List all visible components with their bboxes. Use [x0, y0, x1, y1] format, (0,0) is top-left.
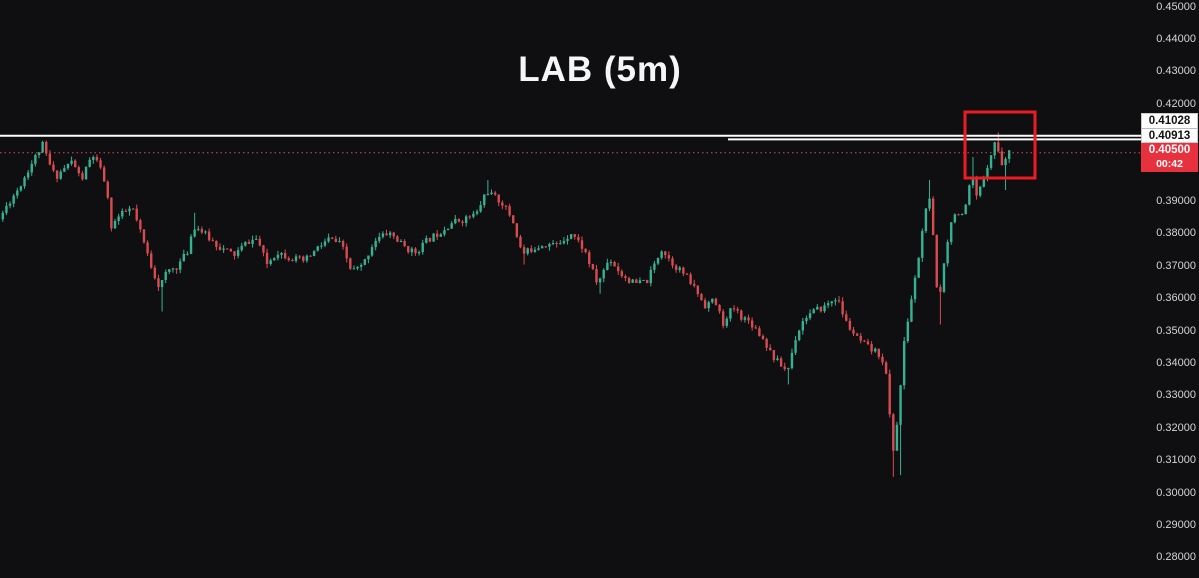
line-price-tags: 0.41028 0.40913 [1141, 113, 1198, 143]
price-axis-label: 0.33000 [1156, 389, 1196, 402]
red-rectangle-annotation[interactable] [963, 110, 1037, 180]
price-axis-label: 0.45000 [1156, 0, 1196, 13]
line-price-tag-upper: 0.41028 [1142, 114, 1197, 129]
price-axis-label: 0.37000 [1156, 259, 1196, 272]
price-axis-label: 0.32000 [1156, 421, 1196, 434]
last-price-value: 0.40500 [1148, 144, 1191, 156]
price-axis-label: 0.36000 [1156, 292, 1196, 305]
candle-countdown-timer: 00:42 [1156, 158, 1183, 170]
price-axis-label: 0.30000 [1156, 486, 1196, 499]
price-axis-label: 0.43000 [1156, 65, 1196, 78]
price-axis-label: 0.35000 [1156, 324, 1196, 337]
last-price-tag: 0.40500 00:42 [1141, 143, 1198, 172]
price-axis-label: 0.38000 [1156, 227, 1196, 240]
price-axis-label: 0.31000 [1156, 454, 1196, 467]
line-price-tag-lower: 0.40913 [1148, 130, 1191, 142]
price-axis-label: 0.42000 [1156, 97, 1196, 110]
price-axis-label: 0.44000 [1156, 32, 1196, 45]
price-axis-label: 0.28000 [1156, 551, 1196, 564]
price-axis-label: 0.29000 [1156, 518, 1196, 531]
price-axis-label: 0.34000 [1156, 356, 1196, 369]
symbol-title: LAB (5m) [518, 50, 682, 89]
price-axis-label: 0.39000 [1156, 194, 1196, 207]
candles-group [1, 132, 1011, 477]
